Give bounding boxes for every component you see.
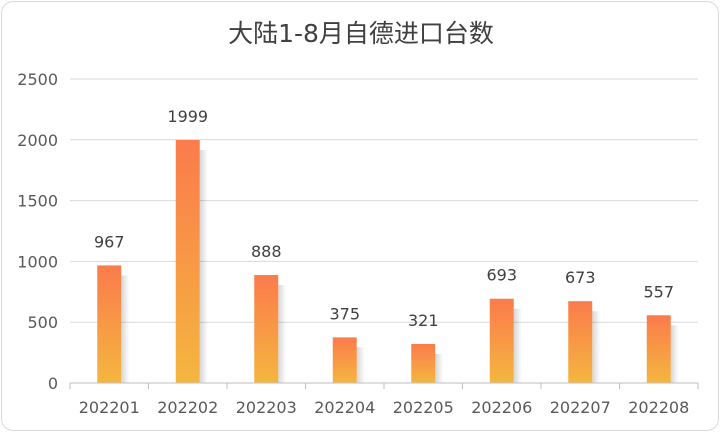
- data-label: 967: [94, 232, 125, 251]
- y-axis-ticks: 0 500 1000 1500 2000 2500: [17, 70, 58, 393]
- y-tick-label: 2000: [17, 131, 58, 150]
- bar: [254, 275, 279, 383]
- y-tick-label: 0: [48, 374, 58, 393]
- bar-shadow: [435, 353, 444, 383]
- bar: [97, 265, 122, 383]
- bar: [568, 301, 593, 383]
- bar-shadow: [513, 308, 522, 383]
- data-label: 1999: [167, 107, 208, 126]
- x-axis: 202201 202202 202203 202204 202205 202206 2022…: [69, 382, 699, 417]
- x-tick-label: 202207: [550, 398, 611, 417]
- bar-shadow: [356, 347, 365, 383]
- y-tick-label: 1000: [17, 252, 58, 271]
- chart-title: 大陆1-8月自德进口台数: [228, 19, 494, 48]
- bar-shadow: [199, 149, 208, 383]
- x-tick-label: 202201: [79, 398, 140, 417]
- x-tick-label: 202206: [471, 398, 532, 417]
- gridlines: [70, 78, 698, 323]
- bars: [97, 139, 679, 383]
- x-tick-label: 202204: [314, 398, 375, 417]
- y-tick-label: 500: [27, 313, 58, 332]
- x-tick-label: 202202: [157, 398, 218, 417]
- bar: [175, 139, 200, 383]
- x-tick-label: 202203: [236, 398, 297, 417]
- bar-shadow: [592, 311, 601, 383]
- bar: [332, 337, 357, 383]
- bar-shadow: [278, 285, 287, 383]
- data-label: 673: [565, 268, 596, 287]
- x-tick-label: 202208: [628, 398, 689, 417]
- bar: [646, 315, 671, 383]
- bar: [489, 298, 514, 383]
- y-tick-label: 2500: [17, 70, 58, 89]
- x-tick-label: 202205: [393, 398, 454, 417]
- data-label: 557: [643, 282, 674, 301]
- bar-shadow: [670, 325, 679, 383]
- data-label: 693: [486, 266, 517, 285]
- data-label: 321: [408, 311, 439, 330]
- data-label: 375: [329, 304, 360, 323]
- data-label: 888: [251, 242, 282, 261]
- y-tick-label: 1500: [17, 192, 58, 211]
- bar: [411, 343, 436, 383]
- data-labels: 967 1999 888 375 321 693 673 557: [94, 107, 674, 330]
- bar-shadow: [121, 275, 130, 383]
